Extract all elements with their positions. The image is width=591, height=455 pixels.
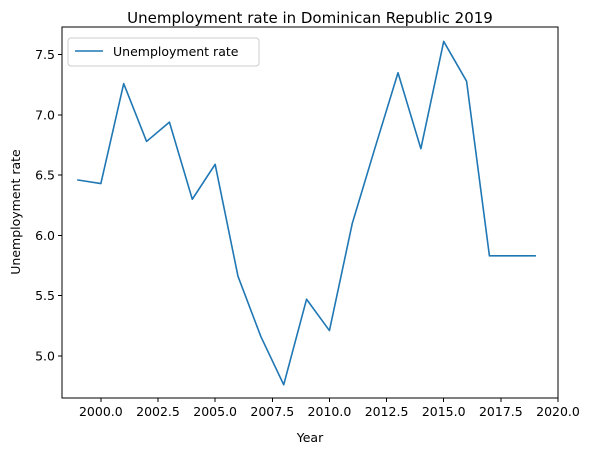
y-tick-label: 7.5 xyxy=(35,47,55,62)
x-tick-label: 2012.5 xyxy=(365,404,409,419)
series-line xyxy=(77,40,536,386)
y-axis-title: Unemployment rate xyxy=(8,149,23,275)
y-axis: 5.0 5.5 6.0 6.5 7.0 7.5 xyxy=(35,47,62,363)
y-tick-label: 7.0 xyxy=(35,107,55,122)
x-tick-label: 2000.0 xyxy=(79,404,123,419)
series-layer xyxy=(77,40,536,386)
x-tick-label: 2010.0 xyxy=(308,404,352,419)
x-tick-label: 2017.5 xyxy=(479,404,523,419)
y-tick-label: 6.5 xyxy=(35,168,55,183)
legend-box xyxy=(67,37,260,67)
legend-label: Unemployment rate xyxy=(113,44,239,59)
x-tick-label: 2007.5 xyxy=(250,404,294,419)
x-tick-label: 2015.0 xyxy=(422,404,466,419)
x-tick-label: 2002.5 xyxy=(136,404,180,419)
x-tick-label: 2020.0 xyxy=(536,404,580,419)
chart-title: Unemployment rate in Dominican Republic … xyxy=(127,9,493,27)
y-tick-label: 5.0 xyxy=(35,348,55,363)
x-axis: 2000.0 2002.5 2005.0 2007.5 2010.0 2012.5 2015… xyxy=(79,398,580,419)
x-axis-title: Year xyxy=(296,430,324,445)
x-tick-label: 2005.0 xyxy=(193,404,237,419)
plot-frame xyxy=(61,26,559,399)
legend: Unemployment rate xyxy=(67,37,260,67)
plot-area xyxy=(61,26,559,399)
y-tick-label: 5.5 xyxy=(35,288,55,303)
y-tick-label: 6.0 xyxy=(35,228,55,243)
